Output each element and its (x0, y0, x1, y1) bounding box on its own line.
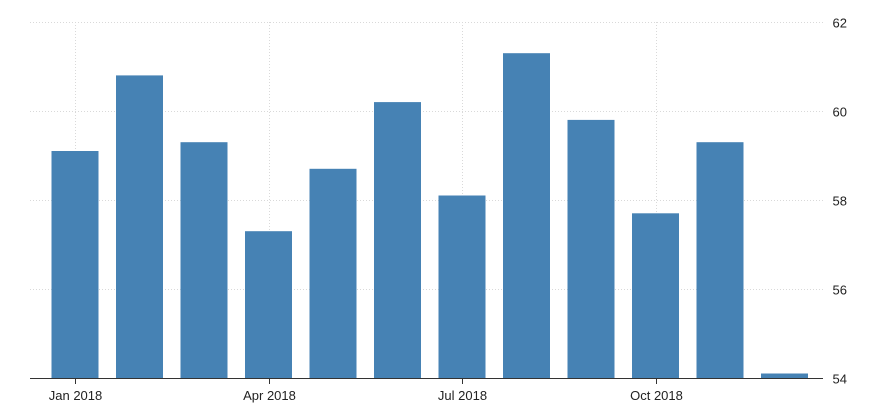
bar (309, 168, 357, 378)
bar (438, 195, 486, 378)
y-tick-label: 54 (833, 372, 847, 387)
y-tick-label: 62 (833, 16, 847, 31)
y-tick-label: 56 (833, 283, 847, 298)
x-tick-label: Jul 2018 (438, 388, 487, 403)
bar (180, 142, 228, 378)
bar (761, 373, 808, 378)
bar (116, 75, 163, 379)
x-tick-label: Oct 2018 (630, 388, 683, 403)
y-tick-label: 60 (833, 105, 847, 120)
bar (51, 151, 99, 378)
bar (245, 231, 292, 378)
x-tick-label: Apr 2018 (243, 388, 296, 403)
y-tick-label: 58 (833, 194, 847, 209)
bar (632, 213, 679, 378)
x-tick-label: Jan 2018 (49, 388, 103, 403)
bar (503, 53, 550, 378)
bar (374, 102, 421, 378)
bar (696, 142, 744, 378)
bar (567, 119, 615, 379)
